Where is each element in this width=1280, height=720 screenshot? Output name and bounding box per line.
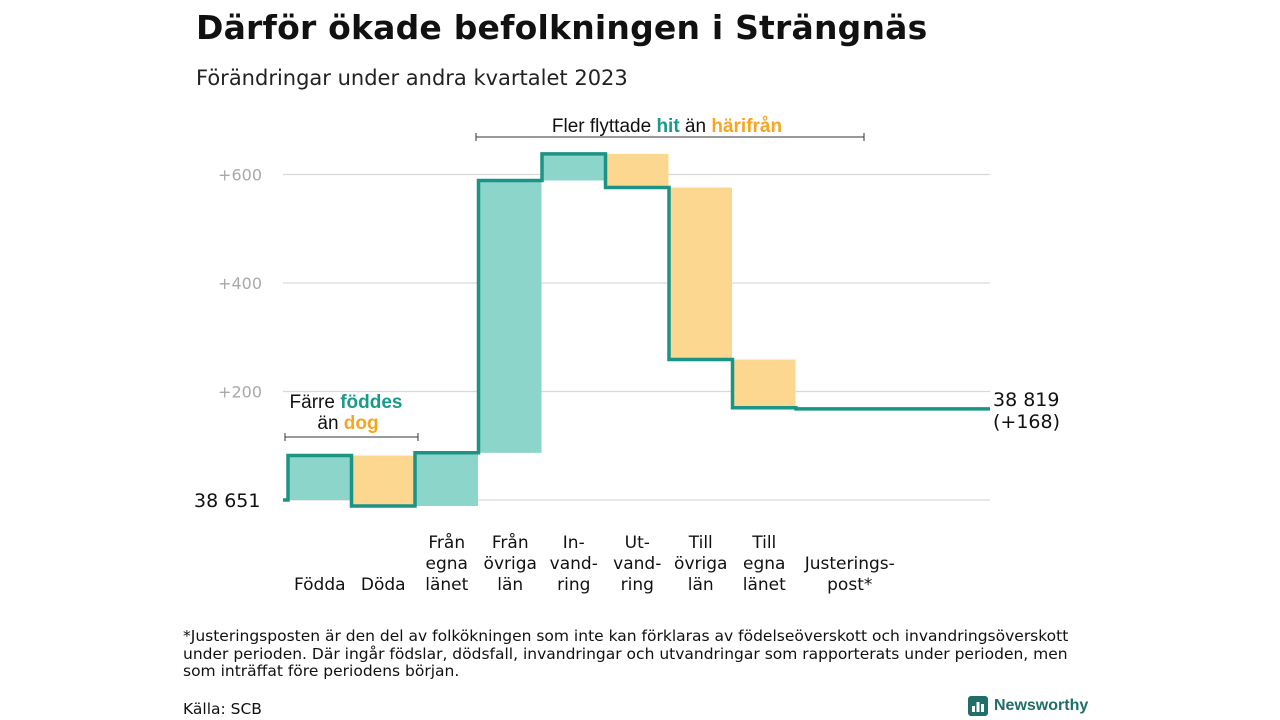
category-label: Döda [361,575,406,595]
annotation-text: än [317,413,343,434]
category-label: egna [426,554,468,574]
waterfall-chart: +600 +400 +200 38 651 38 819(+168) Födda Döda F… [194,116,1060,595]
category-label: övriga [674,554,727,574]
category-label: Från [492,532,529,553]
category-label: länet [425,575,468,595]
category-label: Födda [294,575,346,595]
chart-title: Därför ökade befolkningen i Strängnäs [196,8,928,47]
annotation-text: Färre [290,392,341,413]
annotation-highlight-births: föddes [340,392,402,413]
waterfall-bar [288,455,351,500]
migration-annotation: Fler flyttade hit än härifrån [475,116,865,141]
category-label: Till [688,533,713,553]
source-note: Källa: SCB [183,700,262,718]
bar-chart-icon [968,696,988,716]
category-label: egna [743,554,785,574]
category-label: post* [827,575,872,595]
category-label: län [497,575,523,595]
y-tick-label: +600 [218,166,262,185]
category-label: Från [428,532,465,553]
category-label: länet [743,575,786,595]
annotation-line-2: än dog [317,413,378,434]
category-label: vand- [550,554,598,574]
waterfall-bar [605,153,669,188]
category-label: Justerings- [804,554,895,574]
chart-subtitle: Förändringar under andra kvartalet 2023 [196,66,628,90]
waterfall-bar [415,452,478,506]
waterfall-bar [669,187,732,360]
annotation-text: Fler flyttade [552,116,657,137]
waterfall-bar [542,153,605,181]
annotation-highlight-deaths: dog [344,413,379,434]
category-label: övriga [484,554,537,574]
brand-name: Newsworthy [994,697,1089,714]
y-tick-label: +200 [218,383,262,402]
running-total-line [283,152,990,508]
category-label: vand- [613,554,661,574]
y-tick-label: +400 [218,274,262,293]
annotation-line-1: Färre föddes [290,392,403,413]
category-label: Till [751,533,776,553]
category-label: ring [557,575,590,595]
start-value-label: 38 651 [194,490,260,512]
annotation-text: än [680,116,712,137]
category-label: ring [621,575,654,595]
category-label: Ut- [625,533,650,553]
annotation-highlight-in: hit [656,116,680,137]
migration-annotation-text: Fler flyttade hit än härifrån [552,116,782,137]
end-change-label: (+168) [993,411,1060,433]
brand-logo: Newsworthy [968,696,1088,716]
category-label: län [688,575,714,595]
category-label: In- [563,533,585,553]
waterfall-bar [478,180,542,453]
waterfall-bar [732,359,796,408]
end-value-label: 38 819 [993,389,1059,411]
footnote: *Justeringsposten är den del av folkökni… [183,627,1069,680]
waterfall-bar [351,455,415,506]
annotation-highlight-out: härifrån [711,116,782,137]
